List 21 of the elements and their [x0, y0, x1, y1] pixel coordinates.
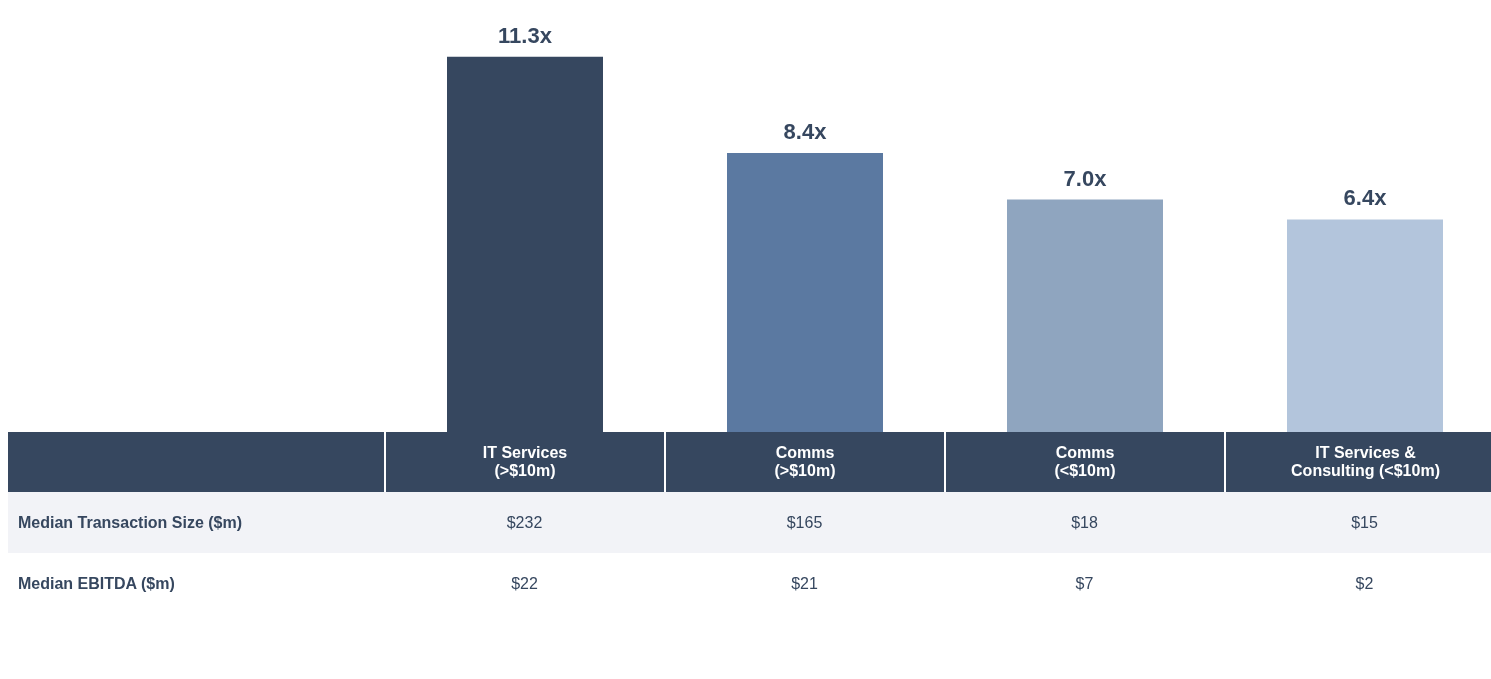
text: $165: [785, 512, 824, 533]
data-label: 7.0x: [1063, 165, 1108, 191]
x-tick-label: IT Services (>$10m): [385, 432, 665, 492]
text: $7: [1074, 573, 1095, 594]
text: $2: [1354, 573, 1375, 594]
data-label: 8.4x: [783, 119, 828, 145]
text: $15: [1350, 512, 1379, 533]
text: $232: [505, 512, 544, 533]
text: Median EBITDA ($m): [17, 573, 176, 594]
x-tick-label: IT Services & Consulting (<$10m): [1225, 432, 1491, 492]
bar: [1287, 219, 1443, 432]
text: Median Transaction Size ($m): [17, 512, 244, 533]
x-tick-label: Comms (<$10m): [945, 432, 1225, 492]
text: $22: [510, 573, 539, 594]
data-label: 6.4x: [1343, 185, 1388, 211]
text: $21: [790, 573, 819, 594]
data-label: 11.3x: [498, 22, 553, 48]
text: $18: [1070, 512, 1099, 533]
x-tick-label: Comms (>$10m): [665, 432, 945, 492]
bar: [1007, 199, 1163, 432]
bar: [727, 153, 883, 432]
